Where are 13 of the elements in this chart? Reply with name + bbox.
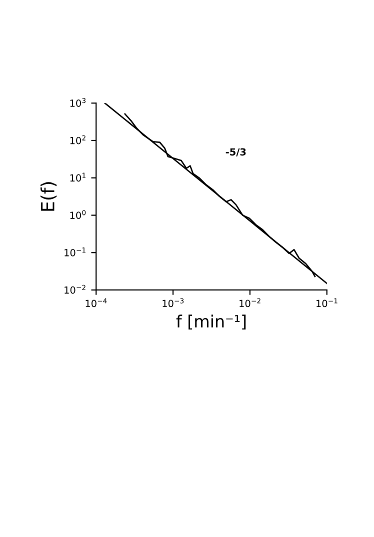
y-axis-title: E(f) [40,182,57,211]
x-tick-label: 10$^{−3}$ [162,298,184,308]
y-tick-label: 10$^{3}$ [70,98,86,107]
y-tick-label: 10$^{−2}$ [64,284,86,294]
y-tick-label: 10$^{1}$ [70,172,86,182]
x-tick-label: 10$^{−2}$ [240,298,260,308]
x-tick-label: 10$^{−1}$ [316,298,338,308]
y-tick-label: 10$^{−1}$ [64,248,86,256]
x-axis-title: f [min⁻¹] [176,314,246,330]
y-tick-label: 10$^{2}$ [70,135,86,144]
y-tick-label: 10$^{0}$ [70,210,86,219]
x-tick-label: 10$^{−4}$ [86,298,107,308]
annotation: -5/3 [226,148,246,156]
